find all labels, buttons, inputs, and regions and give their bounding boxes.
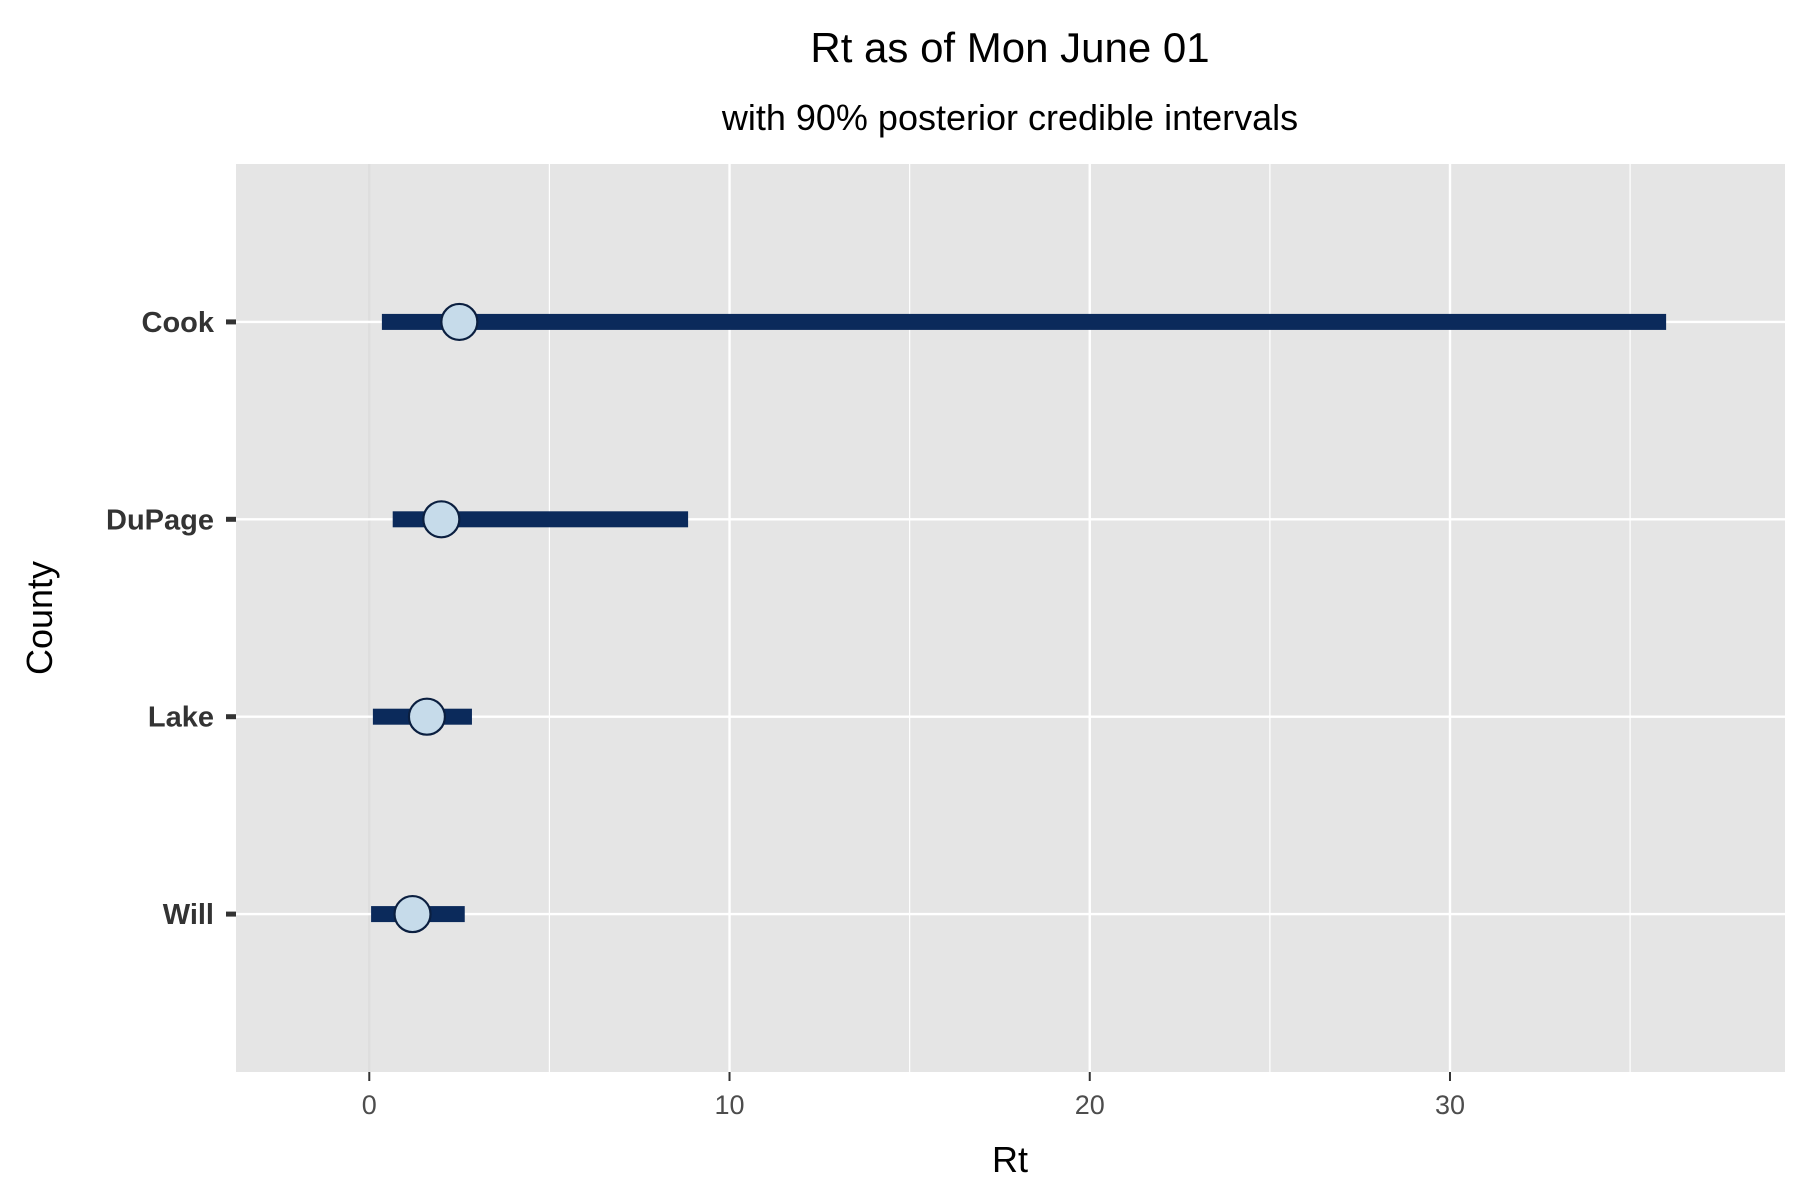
chart-title: Rt as of Mon June 01 (810, 24, 1209, 71)
y-tick-label: Lake (148, 702, 214, 734)
chart-subtitle: with 90% posterior credible intervals (721, 97, 1298, 138)
point-will (393, 894, 432, 934)
y-tick-label: DuPage (106, 504, 214, 536)
interval-cook (381, 313, 1667, 330)
point-dupage (422, 500, 461, 539)
x-tick-label: 20 (1075, 1090, 1105, 1120)
interval-dupage (392, 511, 689, 528)
x-axis-title: Rt (992, 1139, 1028, 1180)
y-tick-label: Will (163, 899, 214, 931)
y-axis-ticks: Cook DuPage Lake Will (106, 307, 236, 931)
plot-panel (236, 164, 1785, 1072)
point-lake (407, 697, 447, 736)
x-axis-ticks: 0 10 20 30 (362, 1072, 1465, 1120)
y-axis-title: County (19, 561, 60, 675)
rt-points (393, 302, 479, 934)
x-tick-label: 30 (1435, 1090, 1465, 1120)
point-cook (440, 302, 479, 342)
y-tick-label: Cook (142, 307, 215, 339)
x-tick-label: 10 (714, 1090, 744, 1120)
x-tick-label: 0 (362, 1090, 377, 1120)
